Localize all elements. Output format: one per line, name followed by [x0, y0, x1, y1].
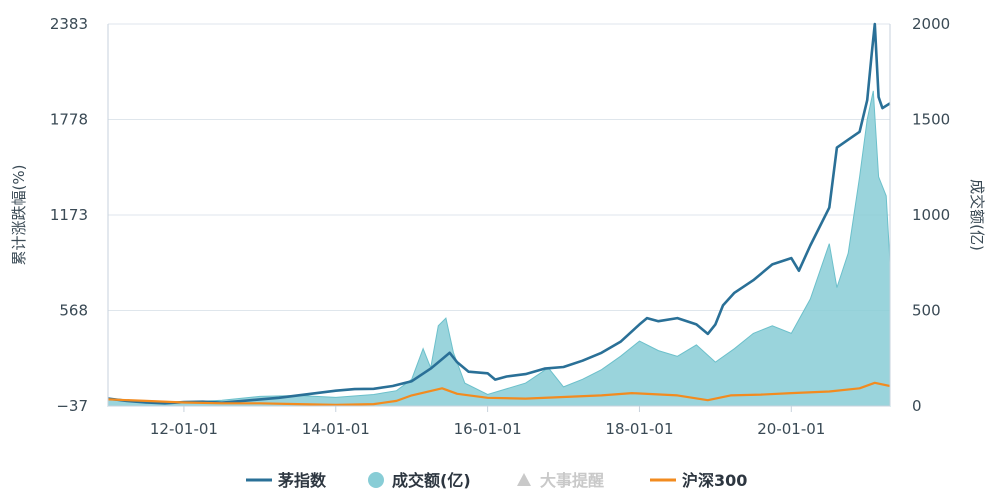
right-axis-ticks: 2000 1500 1000 500 0	[912, 15, 950, 415]
circle-icon	[368, 472, 384, 488]
right-tick-label: 0	[912, 397, 922, 415]
right-tick-label: 1000	[912, 206, 950, 224]
legend-item[interactable]: 成交额(亿)	[368, 471, 471, 490]
hs300-line	[107, 381, 891, 406]
triangle-icon	[517, 473, 531, 486]
left-tick-label: 1778	[50, 111, 88, 129]
mao-index-line	[107, 22, 891, 405]
x-tick-label: 18-01-01	[605, 420, 673, 438]
axes	[107, 24, 891, 407]
legend: 茅指数 成交额(亿) 大事提醒 沪深300	[246, 471, 747, 490]
legend-item[interactable]: 沪深300	[650, 471, 747, 490]
legend-label: 沪深300	[682, 471, 747, 490]
legend-item[interactable]: 大事提醒	[517, 471, 604, 490]
right-tick-label: 1500	[912, 111, 950, 129]
legend-item[interactable]: 茅指数	[246, 471, 327, 490]
legend-label: 大事提醒	[540, 471, 604, 490]
x-tick-label: 20-01-01	[757, 420, 825, 438]
volume-area-layer	[107, 90, 891, 407]
left-axis-title: 累计涨跌幅(%)	[10, 165, 28, 266]
x-axis-ticks: 12-01-01 14-01-01 16-01-01 18-01-01 20-01-01	[150, 406, 825, 438]
left-tick-label: 568	[59, 302, 88, 320]
x-tick-label: 16-01-01	[454, 420, 522, 438]
left-tick-label: 2383	[50, 15, 88, 33]
left-tick-label: −37	[56, 397, 88, 415]
right-tick-label: 2000	[912, 15, 950, 33]
x-tick-label: 12-01-01	[150, 420, 218, 438]
right-tick-label: 500	[912, 302, 941, 320]
volume-area	[107, 90, 891, 407]
x-tick-label: 14-01-01	[302, 420, 370, 438]
left-tick-label: 1173	[50, 206, 88, 224]
legend-label: 茅指数	[278, 471, 327, 490]
series-lines-layer	[107, 22, 891, 406]
legend-label: 成交额(亿)	[392, 471, 471, 490]
left-axis-ticks: 2383 1778 1173 568 −37	[50, 15, 88, 415]
right-axis-title: 成交额(亿)	[968, 179, 986, 251]
